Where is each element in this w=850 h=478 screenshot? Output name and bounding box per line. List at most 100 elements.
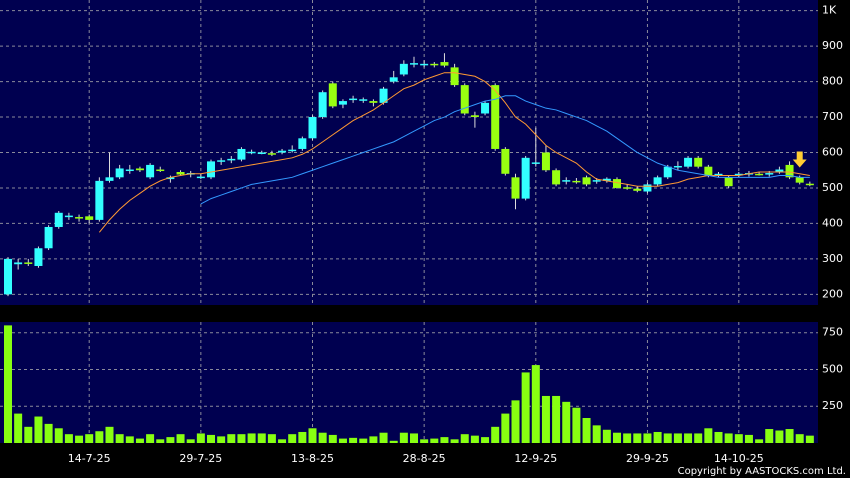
- volume-bar: [734, 434, 743, 443]
- volume-bar: [217, 436, 226, 443]
- x-tick-label: 29-7-25: [179, 452, 222, 465]
- volume-bar: [54, 428, 63, 443]
- candle-body: [775, 169, 784, 173]
- candle-body: [440, 62, 449, 66]
- candle-body: [217, 160, 226, 162]
- candle-body: [582, 177, 591, 185]
- candle-body: [623, 187, 632, 189]
- volume-bar: [592, 425, 601, 443]
- volume-bar: [105, 426, 114, 443]
- candle-body: [795, 177, 804, 183]
- candle-body: [420, 63, 429, 66]
- volume-bar: [237, 434, 246, 443]
- volume-bar: [744, 434, 753, 443]
- candle-body: [805, 183, 814, 186]
- candle-body: [602, 178, 611, 181]
- candle-body: [338, 101, 347, 105]
- candle-body: [349, 98, 358, 101]
- y-tick-label: 700: [822, 110, 843, 123]
- volume-bar: [643, 433, 652, 443]
- candle-body: [765, 173, 774, 175]
- volume-bar: [684, 433, 693, 443]
- candle-body: [491, 85, 500, 149]
- moving-average-line: [200, 95, 810, 205]
- volume-bar: [308, 428, 317, 443]
- candle-body: [470, 115, 479, 118]
- candle-body: [146, 164, 155, 178]
- volume-bar: [775, 430, 784, 443]
- volume-bar: [430, 438, 439, 443]
- y-tick-label: 400: [822, 216, 843, 229]
- volume-bar: [34, 416, 43, 443]
- volume-bar: [14, 413, 23, 443]
- volume-bar: [166, 437, 175, 443]
- volume-bar: [115, 434, 124, 443]
- x-tick-label: 29-9-25: [626, 452, 669, 465]
- volume-bar: [785, 429, 794, 443]
- candle-body: [684, 157, 693, 167]
- volume-bar: [805, 435, 814, 443]
- candle-body: [288, 149, 297, 152]
- candle-body: [125, 169, 134, 172]
- volume-bar: [349, 437, 358, 443]
- volume-bar: [501, 413, 510, 443]
- volume-bar: [582, 418, 591, 443]
- volume-bar: [75, 435, 84, 443]
- candle-body: [704, 166, 713, 176]
- candle-body: [613, 179, 621, 188]
- volume-bar: [288, 434, 297, 443]
- candle-body: [694, 157, 703, 167]
- candle-body: [166, 177, 175, 180]
- candle-body: [369, 101, 378, 103]
- volume-bar: [531, 365, 540, 443]
- marker-arrow: [792, 151, 807, 168]
- candle-body: [64, 215, 73, 218]
- candle-body: [399, 63, 408, 75]
- candle-body: [75, 217, 84, 219]
- volume-bar: [410, 433, 418, 443]
- volume-bar: [460, 434, 469, 443]
- volume-bar: [196, 433, 205, 443]
- candle-body: [115, 168, 124, 178]
- candle-body: [653, 177, 662, 185]
- volume-bar: [227, 434, 236, 443]
- candle-body: [257, 152, 266, 154]
- volume-bar: [125, 436, 134, 443]
- candle-body: [450, 67, 459, 86]
- volume-bar: [704, 428, 713, 443]
- y-tick-label: 300: [822, 252, 843, 265]
- candle-body: [592, 180, 601, 182]
- x-tick-label: 14-10-25: [714, 452, 764, 465]
- candle-body: [176, 172, 185, 175]
- candle-body: [785, 164, 794, 178]
- volume-bar: [511, 400, 520, 443]
- volume-bar: [176, 434, 185, 443]
- y-tick-label: 250: [822, 399, 843, 412]
- volume-bar: [146, 434, 155, 443]
- volume-bar: [552, 395, 561, 443]
- candle-body: [95, 180, 104, 220]
- candle-body: [643, 184, 652, 192]
- y-tick-label: 900: [822, 39, 843, 52]
- volume-bar: [24, 426, 33, 443]
- x-tick-label: 12-9-25: [514, 452, 557, 465]
- volume-bar: [562, 401, 571, 443]
- volume-bar: [541, 395, 550, 443]
- volume-bar: [694, 433, 703, 443]
- candle-body: [552, 170, 561, 185]
- candle-body: [4, 258, 12, 295]
- volume-bar: [663, 433, 672, 443]
- moving-average-line: [98, 72, 810, 233]
- volume-bar: [44, 423, 53, 443]
- candle-body: [105, 177, 114, 181]
- candle-body: [34, 248, 43, 266]
- candle-body: [14, 262, 23, 265]
- volume-bar: [470, 435, 479, 443]
- volume-bar: [278, 439, 287, 443]
- candle-body: [308, 117, 317, 139]
- volume-bar: [207, 434, 215, 443]
- candle-body: [207, 161, 215, 178]
- candle-body: [521, 157, 530, 199]
- candle-body: [572, 180, 581, 183]
